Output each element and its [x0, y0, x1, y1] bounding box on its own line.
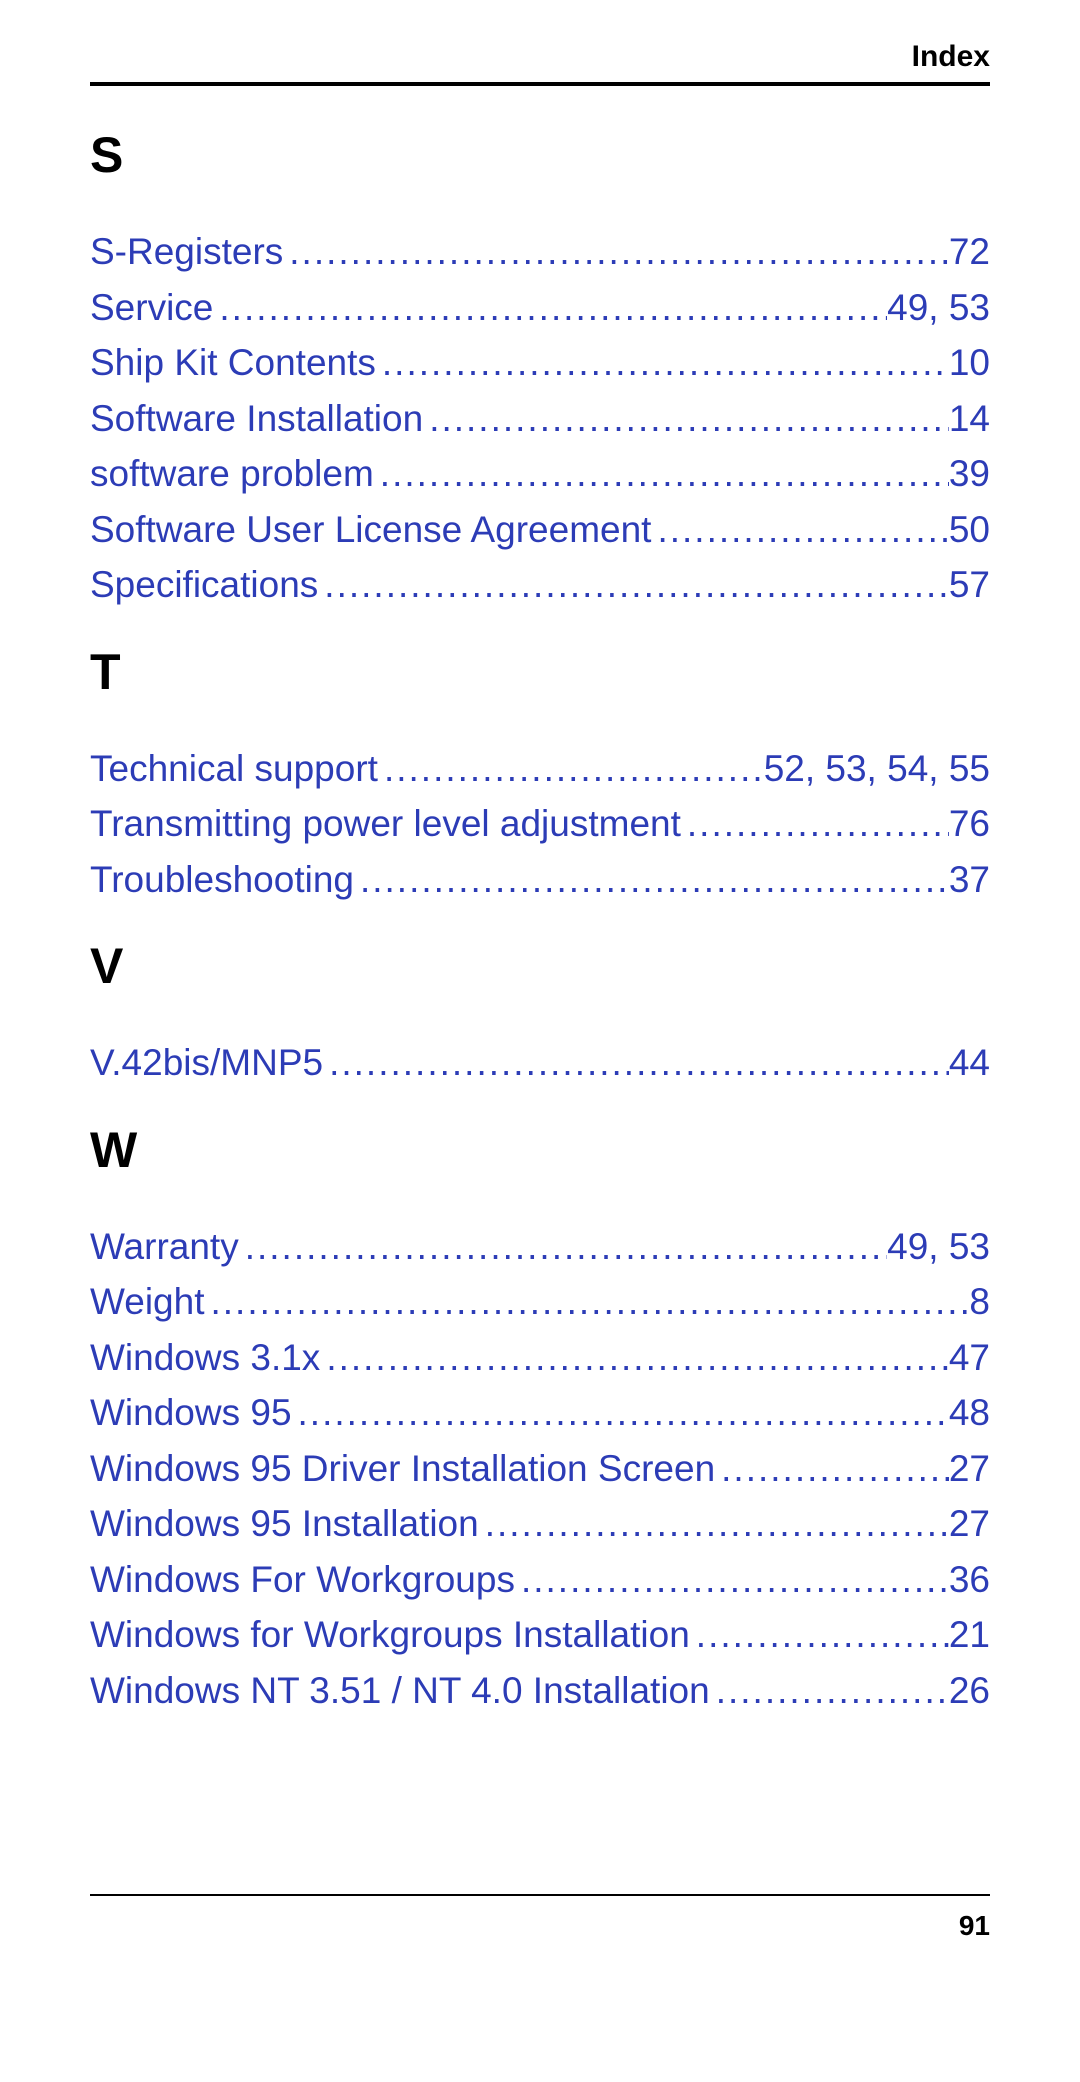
index-pages: 21: [949, 1607, 990, 1663]
index-entry[interactable]: Ship Kit Contents 10: [90, 335, 990, 391]
index-pages: 76: [949, 796, 990, 852]
index-pages: 50: [949, 502, 990, 558]
index-entry[interactable]: Windows 95 48: [90, 1385, 990, 1441]
section-heading: S: [90, 126, 990, 184]
index-pages: 72: [949, 224, 990, 280]
index-term: Ship Kit Contents: [90, 335, 376, 391]
leader-dots: [710, 1663, 949, 1719]
index-pages: 39: [949, 446, 990, 502]
header-title: Index: [912, 40, 990, 74]
index-sections: SS-Registers72Service49, 53Ship Kit Cont…: [90, 126, 990, 1718]
page-number: 91: [959, 1910, 990, 1942]
index-pages: 48: [949, 1385, 990, 1441]
leader-dots: [690, 1607, 949, 1663]
index-term: Warranty: [90, 1219, 239, 1275]
index-pages: 57: [949, 557, 990, 613]
index-term: Windows NT 3.51 / NT 4.0 Installation: [90, 1663, 710, 1719]
index-term: Windows For Workgroups: [90, 1552, 515, 1608]
index-term: Windows 3.1x: [90, 1330, 320, 1386]
index-entry[interactable]: S-Registers 72: [90, 224, 990, 280]
index-entry[interactable]: Warranty 49, 53: [90, 1219, 990, 1275]
index-pages: 10: [949, 335, 990, 391]
leader-dots: [239, 1219, 887, 1275]
index-pages: 44: [949, 1035, 990, 1091]
index-pages: 49, 53: [887, 1219, 990, 1275]
leader-dots: [378, 741, 764, 797]
index-entry[interactable]: Technical support 52, 53, 54, 55: [90, 741, 990, 797]
index-entry[interactable]: software problem 39: [90, 446, 990, 502]
section-heading: V: [90, 937, 990, 995]
page-footer: 91: [90, 1894, 990, 1942]
index-entry[interactable]: Windows 3.1x 47: [90, 1330, 990, 1386]
index-entry[interactable]: Troubleshooting 37: [90, 852, 990, 908]
leader-dots: [515, 1552, 949, 1608]
index-term: Windows 95 Driver Installation Screen: [90, 1441, 715, 1497]
index-entry[interactable]: Service 49, 53: [90, 280, 990, 336]
index-entry[interactable]: Windows 95 Driver Installation Screen 27: [90, 1441, 990, 1497]
leader-dots: [651, 502, 948, 558]
leader-dots: [283, 224, 949, 280]
index-entry[interactable]: Windows for Workgroups Installation 21: [90, 1607, 990, 1663]
index-term: V.42bis/MNP5: [90, 1035, 323, 1091]
index-pages: 8: [969, 1274, 990, 1330]
leader-dots: [320, 1330, 949, 1386]
leader-dots: [205, 1274, 970, 1330]
index-term: Windows for Workgroups Installation: [90, 1607, 690, 1663]
index-term: Service: [90, 280, 213, 336]
index-term: Transmitting power level adjustment: [90, 796, 681, 852]
index-pages: 37: [949, 852, 990, 908]
section-heading: T: [90, 643, 990, 701]
index-entry[interactable]: Specifications 57: [90, 557, 990, 613]
index-term: Windows 95 Installation: [90, 1496, 479, 1552]
index-entry[interactable]: Weight 8: [90, 1274, 990, 1330]
leader-dots: [479, 1496, 949, 1552]
index-term: Software Installation: [90, 391, 423, 447]
index-entry[interactable]: Windows NT 3.51 / NT 4.0 Installation 26: [90, 1663, 990, 1719]
index-pages: 14: [949, 391, 990, 447]
index-entry[interactable]: Software User License Agreement 50: [90, 502, 990, 558]
index-pages: 47: [949, 1330, 990, 1386]
leader-dots: [715, 1441, 949, 1497]
index-entry[interactable]: Windows 95 Installation 27: [90, 1496, 990, 1552]
index-pages: 26: [949, 1663, 990, 1719]
index-pages: 36: [949, 1552, 990, 1608]
index-pages: 49, 53: [887, 280, 990, 336]
section-heading: W: [90, 1121, 990, 1179]
leader-dots: [354, 852, 949, 908]
index-pages: 27: [949, 1496, 990, 1552]
leader-dots: [374, 446, 949, 502]
leader-dots: [292, 1385, 949, 1441]
leader-dots: [376, 335, 949, 391]
index-term: Troubleshooting: [90, 852, 354, 908]
index-entry[interactable]: V.42bis/MNP5 44: [90, 1035, 990, 1091]
leader-dots: [213, 280, 887, 336]
leader-dots: [681, 796, 949, 852]
index-term: Weight: [90, 1274, 205, 1330]
index-term: software problem: [90, 446, 374, 502]
leader-dots: [423, 391, 949, 447]
leader-dots: [323, 1035, 949, 1091]
index-entry[interactable]: Windows For Workgroups 36: [90, 1552, 990, 1608]
index-term: Technical support: [90, 741, 378, 797]
index-entry[interactable]: Transmitting power level adjustment 76: [90, 796, 990, 852]
page-header: Index: [90, 40, 990, 86]
leader-dots: [318, 557, 949, 613]
index-pages: 27: [949, 1441, 990, 1497]
index-entry[interactable]: Software Installation 14: [90, 391, 990, 447]
index-pages: 52, 53, 54, 55: [764, 741, 990, 797]
index-term: Software User License Agreement: [90, 502, 651, 558]
index-term: S-Registers: [90, 224, 283, 280]
index-term: Windows 95: [90, 1385, 292, 1441]
index-term: Specifications: [90, 557, 318, 613]
index-page: Index SS-Registers72Service49, 53Ship Ki…: [0, 0, 1080, 2082]
